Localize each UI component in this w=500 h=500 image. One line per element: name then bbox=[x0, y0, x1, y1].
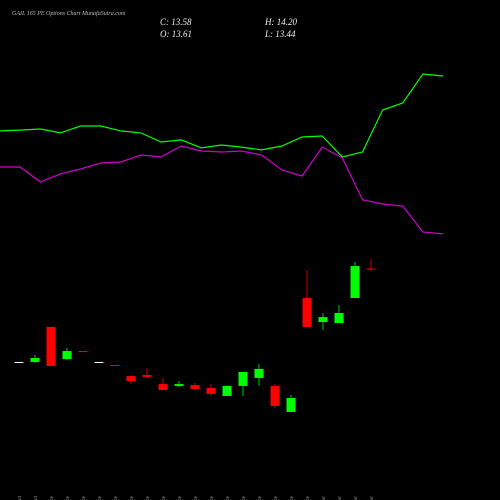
low-label: L: 13.44 bbox=[264, 29, 296, 39]
candle-body bbox=[286, 397, 296, 412]
candle-body bbox=[302, 298, 312, 327]
candle-body bbox=[142, 375, 152, 377]
candle-body bbox=[270, 385, 280, 406]
candle-body bbox=[30, 358, 40, 362]
x-tick-label: 25 Nov bbox=[257, 495, 263, 500]
candle-body bbox=[190, 385, 200, 389]
x-tick-label: 27 Nov bbox=[289, 495, 295, 500]
x-tick-label: 24 Nov bbox=[240, 495, 247, 500]
high-label: H: 14.20 bbox=[264, 17, 297, 27]
x-tick-label: 03 Dec bbox=[353, 495, 359, 500]
x-tick-label: 11 Nov bbox=[97, 495, 103, 500]
x-tick-label: 20 Nov bbox=[209, 495, 215, 500]
candle-body bbox=[334, 312, 344, 324]
x-tick-label: 28 Nov bbox=[305, 495, 311, 500]
candle-body bbox=[62, 351, 72, 360]
candle-body bbox=[174, 384, 184, 386]
candle-body bbox=[158, 384, 168, 391]
x-tick-label: 12 Nov bbox=[113, 495, 119, 500]
x-tick-label: 04 Dec bbox=[368, 495, 375, 500]
candle-body bbox=[238, 371, 248, 386]
candle-body bbox=[254, 368, 264, 378]
indicator-line bbox=[0, 73, 444, 158]
x-tick-label: 21 Nov bbox=[225, 495, 231, 500]
candle-body bbox=[126, 376, 136, 381]
candle-body bbox=[318, 317, 328, 322]
candle-body bbox=[350, 266, 360, 299]
x-tick-label: 02 Dec bbox=[337, 495, 343, 500]
candle-body bbox=[110, 365, 120, 367]
x-tick-label: 01 Dec bbox=[321, 495, 327, 500]
candle-body bbox=[366, 268, 376, 270]
x-tick-label: 06 Nov bbox=[81, 495, 87, 500]
x-tick-label: 03 Nov bbox=[49, 495, 55, 500]
candle-body bbox=[206, 387, 216, 394]
x-tick-label: 19 Nov bbox=[193, 495, 199, 500]
x-tick-label: 18 Nov bbox=[177, 495, 183, 500]
x-tick-label: 17 Nov bbox=[161, 495, 167, 500]
candle-body bbox=[94, 361, 104, 363]
close-label: C: 13.58 bbox=[160, 17, 192, 27]
candle-body bbox=[14, 361, 24, 363]
indicator-line bbox=[0, 145, 444, 235]
candle-body bbox=[78, 351, 88, 353]
x-tick-label: 13 Nov bbox=[129, 495, 135, 500]
x-tick-label: 14 Nov bbox=[144, 495, 151, 500]
x-tick-label: 31 Oct bbox=[33, 496, 39, 500]
x-tick-label: 04 Nov bbox=[64, 495, 71, 500]
chart-title: GAIL 165 PE Options Chart MunafaSutra.co… bbox=[12, 10, 126, 17]
open-label: O: 13.61 bbox=[160, 29, 192, 39]
x-tick-label: 29 Oct bbox=[17, 496, 23, 500]
candle-body bbox=[222, 385, 232, 396]
x-tick-label: 26 Nov bbox=[273, 495, 279, 500]
candle-body bbox=[46, 326, 56, 367]
